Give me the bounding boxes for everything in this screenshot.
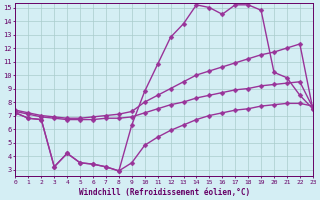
X-axis label: Windchill (Refroidissement éolien,°C): Windchill (Refroidissement éolien,°C) xyxy=(78,188,250,197)
